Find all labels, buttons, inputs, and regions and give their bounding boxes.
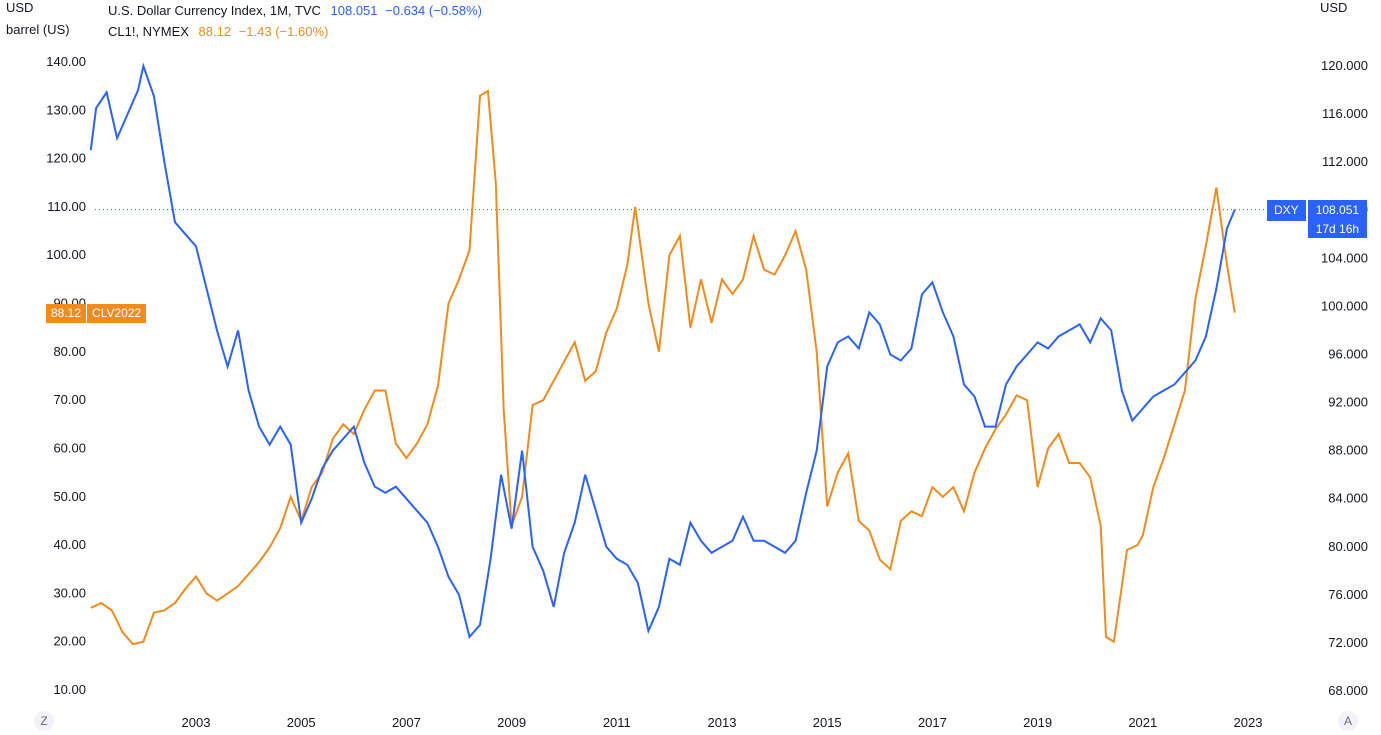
left-axis-tick: 120.00: [46, 151, 86, 166]
left-axis-tick: 40.00: [53, 537, 86, 552]
time-axis-tick: 2007: [392, 715, 421, 730]
dxy-price-tag[interactable]: DXY 108.051 17d 16h: [1267, 200, 1368, 238]
time-axis-tick: 2023: [1234, 715, 1263, 730]
time-axis-tick: 2019: [1023, 715, 1052, 730]
time-axis-tick: 2005: [287, 715, 316, 730]
time-axis-tick: 2015: [813, 715, 842, 730]
oil-legend-change: −1.43 (−1.60%): [238, 24, 329, 39]
left-axis-tick: 60.00: [53, 440, 86, 455]
left-axis-tick: 70.00: [53, 392, 86, 407]
left-axis-tick: 110.00: [47, 199, 86, 214]
right-axis-tick: 104.000: [1321, 250, 1368, 265]
left-axis: 140.00130.00120.00110.00100.0090.0080.00…: [46, 54, 86, 697]
right-axis-tick: 72.000: [1328, 635, 1368, 650]
oil-price-tag[interactable]: 88.12 CLV2022: [46, 304, 147, 323]
left-axis-tick: 30.00: [53, 585, 86, 600]
dxy-legend-change: −0.634 (−0.58%): [385, 3, 482, 18]
time-axis-tick: 2011: [603, 715, 631, 730]
left-axis-tick: 140.00: [46, 54, 86, 69]
right-axis: 120.000116.000112.000108.000104.000100.0…: [1321, 58, 1368, 698]
dxy-legend-last: 108.051: [330, 3, 378, 18]
left-axis-unit-usd: USD: [6, 0, 34, 15]
dxy-legend[interactable]: U.S. Dollar Currency Index, 1M, TVC 108.…: [108, 3, 482, 18]
left-axis-tick: 130.00: [46, 102, 86, 117]
oil-price-tag-value: 88.12: [46, 304, 88, 323]
left-axis-tick: 50.00: [53, 489, 86, 504]
right-axis-tick: 80.000: [1328, 539, 1368, 554]
zoom-left-button[interactable]: Z: [34, 711, 54, 731]
right-axis-tick: 76.000: [1328, 587, 1368, 602]
oil-series-line[interactable]: [90, 89, 1236, 646]
dxy-price-tag-label: DXY: [1267, 200, 1306, 221]
dxy-series-line[interactable]: [89, 62, 1236, 639]
left-axis-tick: 100.00: [46, 247, 86, 262]
dxy-price-tag-value: 108.051: [1307, 200, 1368, 221]
auto-scale-button[interactable]: A: [1338, 711, 1358, 731]
left-axis-unit-barrel: barrel (US): [6, 22, 70, 37]
dxy-legend-name: U.S. Dollar Currency Index, 1M, TVC: [108, 3, 321, 18]
time-axis-tick: 2013: [708, 715, 737, 730]
right-axis-tick: 112.000: [1322, 154, 1368, 169]
time-axis-tick: 2003: [182, 715, 211, 730]
dxy-countdown: 17d 16h: [1307, 221, 1368, 238]
left-axis-tick: 10.00: [53, 682, 86, 697]
oil-legend-last: 88.12: [198, 24, 232, 39]
time-axis-tick: 2017: [918, 715, 947, 730]
right-axis-tick: 116.000: [1322, 106, 1368, 121]
right-axis-tick: 92.000: [1328, 395, 1368, 410]
left-axis-tick: 20.00: [53, 634, 86, 649]
oil-legend-name: CL1!, NYMEX: [108, 24, 189, 39]
right-axis-tick: 84.000: [1328, 491, 1368, 506]
right-axis-tick: 68.000: [1328, 683, 1368, 698]
oil-legend[interactable]: CL1!, NYMEX 88.12 −1.43 (−1.60%): [108, 24, 328, 39]
right-axis-tick: 96.000: [1328, 346, 1368, 361]
left-axis-tick: 80.00: [53, 344, 86, 359]
right-axis-tick: 120.000: [1321, 58, 1368, 73]
right-axis-unit-usd: USD: [1320, 0, 1348, 15]
time-axis-tick: 2021: [1128, 715, 1157, 730]
right-axis-tick: 100.000: [1321, 298, 1368, 313]
time-axis-tick: 2009: [497, 715, 526, 730]
oil-price-tag-contract: CLV2022: [92, 306, 142, 320]
time-axis: 2003 2005 2007 2009 2011 2013 2015 2017 2019 2021…: [182, 715, 1263, 730]
right-axis-tick: 88.000: [1328, 443, 1368, 458]
